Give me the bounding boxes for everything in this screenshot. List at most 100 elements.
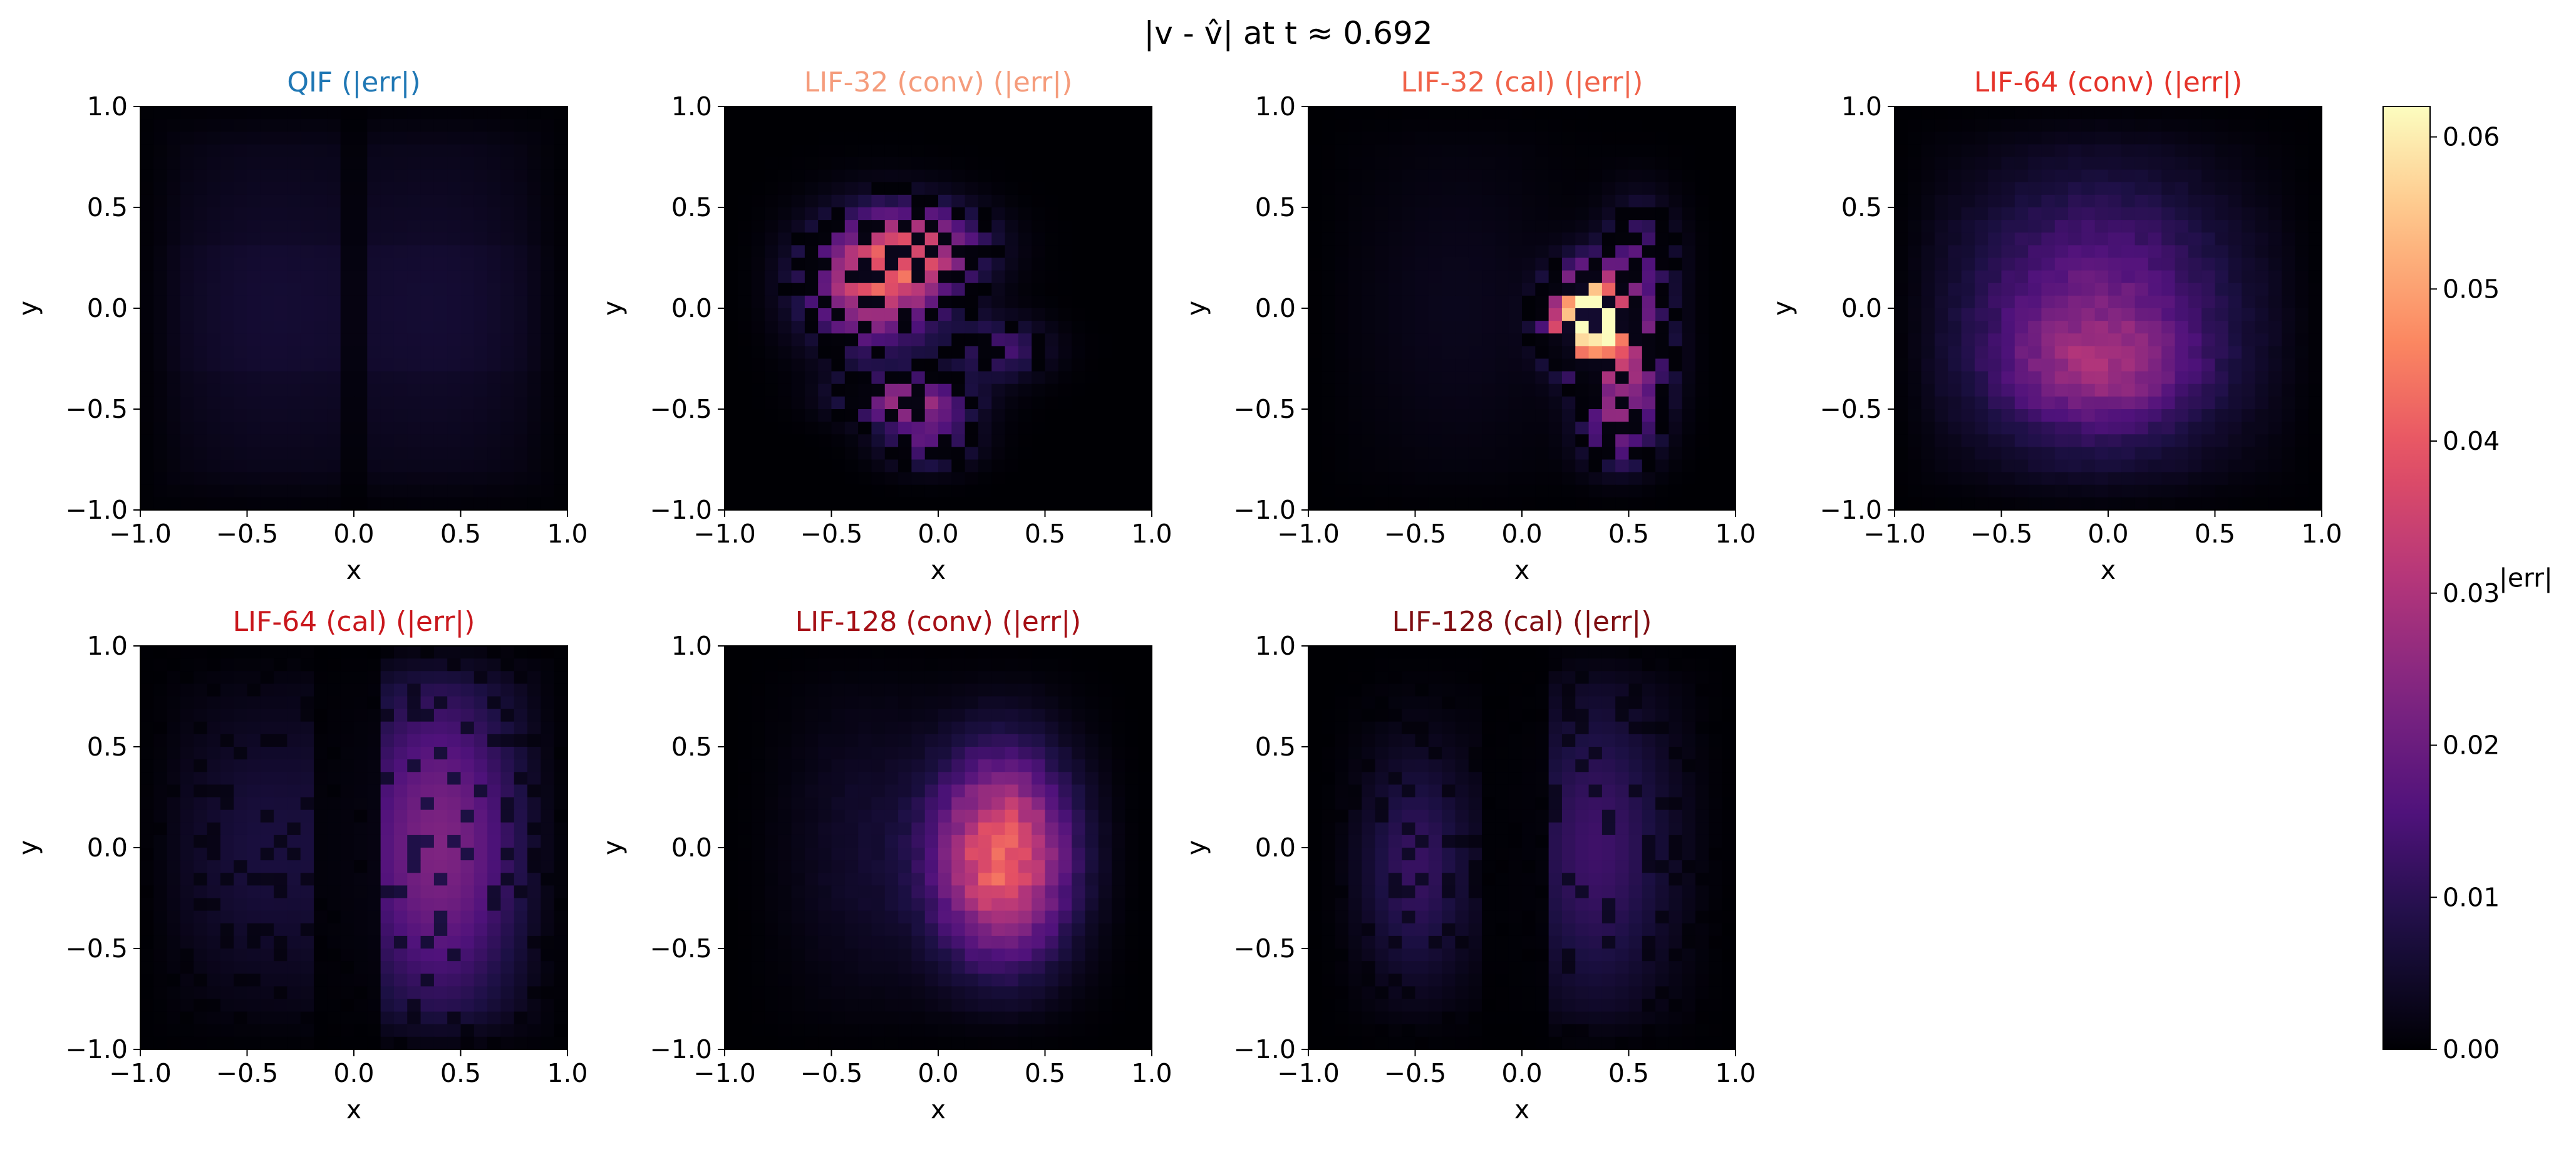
- heatmap-cell: [1018, 182, 1032, 195]
- heatmap-cell: [965, 346, 979, 360]
- heatmap-cell: [1575, 472, 1590, 486]
- heatmap-cell: [951, 434, 966, 447]
- heatmap-cell: [487, 721, 502, 735]
- heatmap-cell: [911, 321, 926, 334]
- heatmap-cell: [1348, 194, 1362, 208]
- heatmap-cell: [1575, 270, 1590, 284]
- heatmap-cell: [818, 220, 832, 233]
- heatmap-cell: [541, 772, 555, 785]
- heatmap-cell: [818, 295, 832, 309]
- heatmap-cell: [234, 860, 248, 873]
- heatmap-cell: [327, 709, 341, 722]
- heatmap-cell: [1482, 157, 1496, 170]
- heatmap-cell: [1455, 383, 1469, 397]
- heatmap-cell: [1988, 207, 2002, 221]
- heatmap-cell: [1058, 270, 1072, 284]
- heatmap-cell: [407, 484, 422, 498]
- heatmap-cell: [554, 422, 568, 435]
- heatmap-cell: [2028, 358, 2042, 372]
- heatmap-cell: [751, 220, 765, 233]
- heatmap-cell: [194, 759, 208, 772]
- heatmap-cell: [287, 257, 301, 271]
- heatmap-cell: [1668, 484, 1683, 498]
- heatmap-cell: [1628, 270, 1643, 284]
- heatmap-cell: [1442, 396, 1456, 410]
- heatmap-cell: [1895, 207, 1908, 221]
- heatmap-cell: [2068, 396, 2082, 410]
- heatmap-cell: [1495, 157, 1509, 170]
- heatmap-cell: [287, 784, 301, 798]
- heatmap-cell: [1668, 245, 1683, 259]
- heatmap-cell: [514, 346, 528, 360]
- heatmap-cell: [2295, 447, 2309, 460]
- heatmap-cell: [2242, 157, 2256, 170]
- heatmap-cell: [911, 409, 926, 422]
- heatmap-cell: [407, 709, 422, 722]
- heatmap-cell: [1322, 422, 1336, 435]
- heatmap-cell: [898, 182, 912, 195]
- heatmap-cell: [924, 484, 939, 498]
- heatmap-cell: [420, 295, 435, 309]
- heatmap-cell: [2054, 383, 2069, 397]
- x-axis-label: x: [346, 555, 361, 585]
- heatmap-cell: [1362, 321, 1376, 334]
- heatmap-cell: [1375, 257, 1389, 271]
- heatmap-cell: [314, 885, 328, 899]
- heatmap-cell: [2028, 459, 2042, 473]
- heatmap-cell: [1908, 257, 1922, 271]
- heatmap-cell: [514, 497, 528, 511]
- heatmap-cell: [1308, 232, 1322, 246]
- heatmap-cell: [447, 822, 462, 836]
- heatmap-cell: [831, 333, 846, 346]
- heatmap-cell: [1005, 157, 1019, 170]
- heatmap-cell: [2148, 220, 2162, 233]
- heatmap-cell: [1085, 321, 1099, 334]
- heatmap-cell: [2255, 447, 2269, 460]
- heatmap-cell: [2242, 422, 2256, 435]
- heatmap-cell: [234, 107, 248, 120]
- heatmap-cell: [1495, 346, 1509, 360]
- heatmap-cell: [300, 333, 314, 346]
- heatmap-cell: [818, 194, 832, 208]
- heatmap-cell: [500, 759, 515, 772]
- heatmap-cell: [2215, 447, 2229, 460]
- heatmap-cell: [965, 232, 979, 246]
- heatmap-cell: [1495, 396, 1509, 410]
- heatmap-cell: [287, 848, 301, 861]
- heatmap-cell: [858, 396, 872, 410]
- heatmap-cell: [1482, 207, 1496, 221]
- heatmap-cell: [911, 447, 926, 460]
- heatmap-cell: [327, 797, 341, 811]
- heatmap-cell: [1561, 484, 1576, 498]
- heatmap-cell: [1615, 107, 1630, 120]
- heatmap-cell: [447, 848, 462, 861]
- heatmap-cell: [314, 709, 328, 722]
- heatmap-cell: [460, 910, 475, 924]
- heatmap-cell: [380, 220, 395, 233]
- heatmap-cell: [407, 182, 422, 195]
- heatmap-cell: [2188, 107, 2202, 120]
- heatmap-cell: [380, 119, 395, 132]
- heatmap-cell: [287, 834, 301, 848]
- heatmap-cell: [2028, 472, 2042, 486]
- heatmap-cell: [1988, 371, 2002, 385]
- heatmap-cell: [1601, 447, 1616, 460]
- heatmap-cell: [1895, 295, 1908, 309]
- heatmap-cell: [1601, 459, 1616, 473]
- heatmap-cell: [380, 257, 395, 271]
- heatmap-cell: [220, 809, 234, 823]
- heatmap-cell: [140, 484, 154, 498]
- heatmap-cell: [1682, 383, 1696, 397]
- heatmap-cell: [487, 257, 502, 271]
- heatmap-cell: [2121, 358, 2136, 372]
- heatmap-cell: [2014, 107, 2029, 120]
- heatmap-cell: [1085, 169, 1099, 183]
- heatmap-cell: [831, 119, 846, 132]
- heatmap-cell: [1388, 321, 1402, 334]
- heatmap-cell: [447, 371, 462, 385]
- heatmap-cell: [938, 157, 952, 170]
- heatmap-cell: [1388, 144, 1402, 158]
- heatmap-cell: [1348, 182, 1362, 195]
- heatmap-cell: [1362, 257, 1376, 271]
- heatmap-cell: [831, 346, 846, 360]
